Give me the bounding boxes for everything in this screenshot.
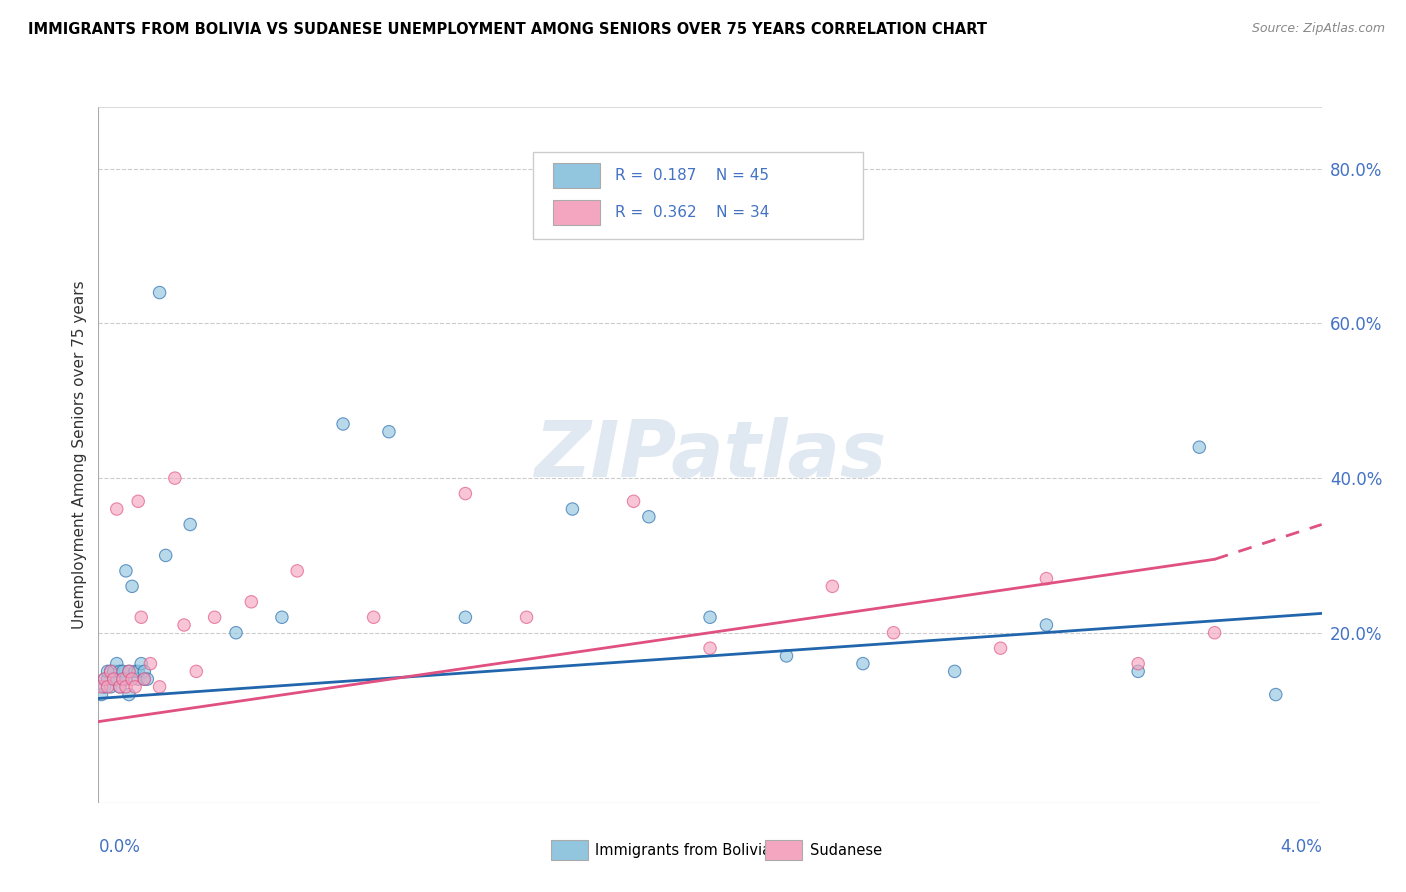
Point xyxy=(821,579,844,593)
Point xyxy=(1204,625,1226,640)
Text: Immigrants from Bolivia: Immigrants from Bolivia xyxy=(595,843,770,857)
Point xyxy=(108,680,131,694)
Point xyxy=(378,425,401,439)
Point xyxy=(134,672,156,686)
Point xyxy=(105,502,128,516)
FancyBboxPatch shape xyxy=(533,153,863,239)
Point xyxy=(90,680,112,694)
Bar xyxy=(765,840,801,860)
Point xyxy=(163,471,186,485)
Point xyxy=(118,688,141,702)
Point xyxy=(111,672,134,686)
Point xyxy=(699,641,721,656)
Point xyxy=(115,672,138,686)
Point xyxy=(1264,688,1286,702)
Point xyxy=(270,610,294,624)
Point xyxy=(100,665,122,679)
Point xyxy=(93,672,115,686)
Point xyxy=(118,665,141,679)
Bar xyxy=(551,840,588,860)
Point xyxy=(1035,572,1057,586)
Point xyxy=(285,564,308,578)
Point xyxy=(454,610,477,624)
Point xyxy=(173,618,195,632)
Text: 0.0%: 0.0% xyxy=(98,838,141,855)
Point xyxy=(943,665,966,679)
Point xyxy=(149,680,172,694)
Point xyxy=(90,688,112,702)
Point xyxy=(134,672,156,686)
Y-axis label: Unemployment Among Seniors over 75 years: Unemployment Among Seniors over 75 years xyxy=(72,281,87,629)
Point xyxy=(127,494,149,508)
Point xyxy=(115,680,138,694)
Point xyxy=(225,625,247,640)
Point xyxy=(134,665,156,679)
Point xyxy=(121,672,143,686)
Point xyxy=(97,665,120,679)
Point xyxy=(100,680,122,694)
Point xyxy=(105,672,128,686)
Point xyxy=(623,494,645,508)
Point xyxy=(852,657,875,671)
Point xyxy=(561,502,583,516)
Point xyxy=(516,610,538,624)
Point xyxy=(121,579,143,593)
Point xyxy=(105,657,128,671)
Point xyxy=(775,648,797,663)
Point xyxy=(136,672,159,686)
Point xyxy=(332,417,354,431)
Point xyxy=(108,665,131,679)
Point xyxy=(111,665,134,679)
Point xyxy=(115,564,138,578)
Text: IMMIGRANTS FROM BOLIVIA VS SUDANESE UNEMPLOYMENT AMONG SENIORS OVER 75 YEARS COR: IMMIGRANTS FROM BOLIVIA VS SUDANESE UNEM… xyxy=(28,22,987,37)
Point xyxy=(100,665,122,679)
Point xyxy=(204,610,226,624)
Point xyxy=(240,595,263,609)
Text: R =  0.362    N = 34: R = 0.362 N = 34 xyxy=(614,205,769,220)
Point xyxy=(129,610,152,624)
Point xyxy=(129,657,152,671)
Point xyxy=(1188,440,1211,454)
Point xyxy=(103,672,125,686)
Point xyxy=(124,680,146,694)
Point xyxy=(155,549,177,563)
Point xyxy=(363,610,385,624)
Point xyxy=(124,665,146,679)
Point xyxy=(186,665,208,679)
Text: R =  0.187    N = 45: R = 0.187 N = 45 xyxy=(614,168,769,183)
Point xyxy=(149,285,172,300)
Point xyxy=(454,486,477,500)
Point xyxy=(990,641,1012,656)
Point xyxy=(93,680,115,694)
Point xyxy=(1128,665,1150,679)
Text: ZIPatlas: ZIPatlas xyxy=(534,417,886,493)
Point xyxy=(111,672,134,686)
Point xyxy=(93,672,115,686)
Point xyxy=(118,665,141,679)
Point xyxy=(108,680,131,694)
Point xyxy=(637,509,661,524)
Point xyxy=(103,665,125,679)
Bar xyxy=(554,162,600,187)
Point xyxy=(883,625,905,640)
Point xyxy=(127,672,149,686)
Point xyxy=(139,657,162,671)
Point xyxy=(699,610,721,624)
Point xyxy=(103,672,125,686)
Point xyxy=(1128,657,1150,671)
Point xyxy=(1035,618,1057,632)
Point xyxy=(97,680,120,694)
Point xyxy=(97,672,120,686)
Text: Source: ZipAtlas.com: Source: ZipAtlas.com xyxy=(1251,22,1385,36)
Text: Sudanese: Sudanese xyxy=(810,843,883,857)
Text: 4.0%: 4.0% xyxy=(1279,838,1322,855)
Bar xyxy=(554,201,600,226)
Point xyxy=(127,665,149,679)
Point xyxy=(179,517,201,532)
